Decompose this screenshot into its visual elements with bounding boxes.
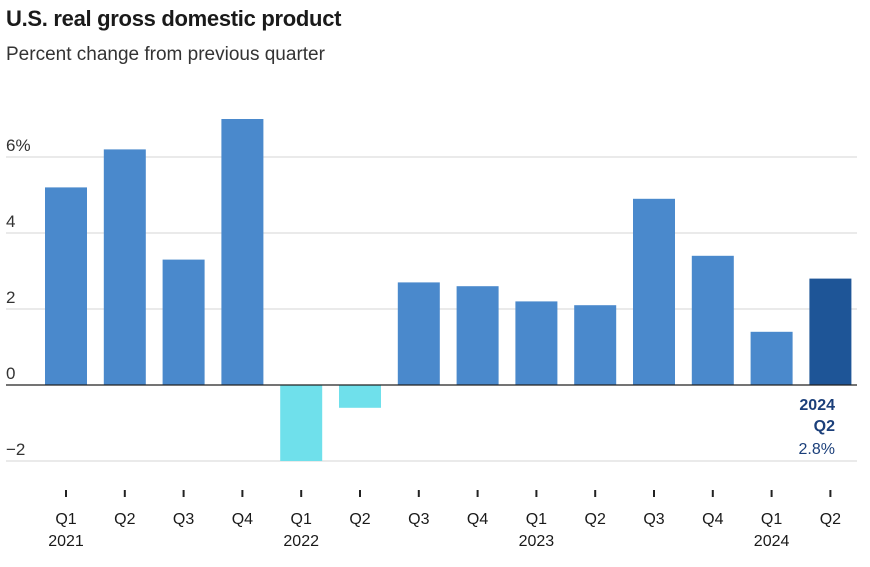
bar [45,187,87,385]
bar [162,259,205,385]
highlight-quarter: Q2 [814,418,835,435]
x-tick-label: Q2 [349,511,370,528]
year-label: 2022 [283,533,319,550]
x-tick-label: Q1 [526,511,547,528]
bar [280,385,323,461]
x-tick-label: Q4 [232,511,253,528]
chart-subtitle: Percent change from previous quarter [6,44,325,65]
bar [456,286,499,385]
highlight-year: 2024 [799,397,835,414]
year-label: 2024 [754,533,790,550]
bar [809,278,852,385]
bar [339,385,381,408]
x-tick-label: Q1 [291,511,312,528]
year-label: 2023 [519,533,555,550]
y-tick-label: 6% [6,136,31,155]
x-tick-label: Q4 [467,511,488,528]
y-tick-label: −2 [6,440,25,459]
bar [103,149,146,385]
bar [691,255,734,385]
x-tick-label: Q2 [114,511,135,528]
y-tick-label: 0 [6,364,15,383]
x-tick-label: Q1 [761,511,782,528]
highlight-annotation: 2024 Q2 2.8% [799,397,836,458]
x-tick-label: Q3 [408,511,429,528]
y-tick-label: 4 [6,212,15,231]
year-label: 2021 [48,533,84,550]
y-tick-label: 2 [6,288,15,307]
bar [515,301,558,385]
x-tick-label: Q1 [55,511,76,528]
bar [574,305,617,385]
x-tick-label: Q2 [585,511,606,528]
bar [633,198,675,385]
chart-title: U.S. real gross domestic product [6,6,342,31]
x-tick-label: Q4 [702,511,723,528]
grid-lines [6,156,857,462]
highlight-value: 2.8% [799,441,835,458]
x-tick-label: Q3 [173,511,194,528]
x-axis-ticks: Q1 Q2 Q3 Q4 Q1 Q2 Q3 Q4 Q1 Q2 Q3 Q4 Q1 Q2 2021 2022 2023… [48,490,841,550]
y-axis-tick-labels: 6% 4 2 0 −2 [6,136,31,459]
x-tick-label: Q3 [643,511,664,528]
x-tick-label: Q2 [820,511,841,528]
bars [45,119,852,461]
bar [221,119,264,385]
bar [397,282,440,385]
bar [750,331,793,385]
